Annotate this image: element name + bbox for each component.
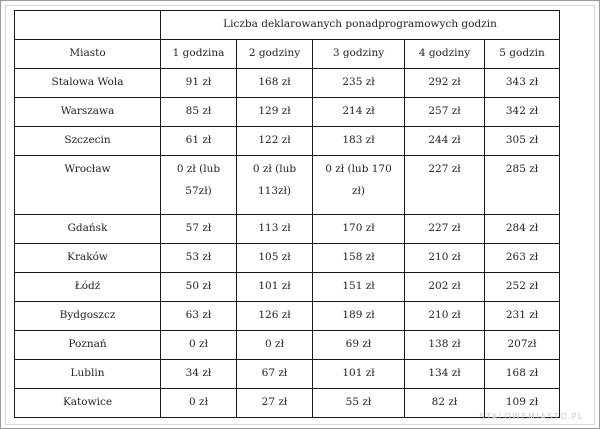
- table-title: Liczba deklarowanych ponadprogramowych g…: [160, 10, 560, 40]
- cell-price-3-hours: 235 zł: [312, 68, 405, 98]
- cell-price-2-hours: 105 zł: [236, 243, 313, 273]
- cell-price-3-hours: 101 zł: [312, 359, 405, 389]
- cell-price-4-hours: 134 zł: [404, 359, 485, 389]
- table-row: Wrocław 0 zł (lub 57zł) 0 zł (lub 113zł) 0 …: [14, 155, 560, 215]
- table-row: Kraków 53 zł 105 zł 158 zł 210 zł 263 zł: [14, 243, 560, 273]
- cell-city: Kraków: [14, 243, 161, 273]
- cell-price-2-hours: 27 zł: [236, 388, 313, 418]
- cell-price-5-hours: 168 zł: [484, 359, 560, 389]
- cell-price-3-hours: 183 zł: [312, 126, 405, 156]
- cell-price-3-hours: 151 zł: [312, 272, 405, 302]
- overtime-price-table: Liczba deklarowanych ponadprogramowych g…: [14, 10, 560, 418]
- table-row: Stalowa Wola 91 zł 168 zł 235 zł 292 zł 343 z…: [14, 68, 560, 98]
- header-4-hours: 4 godziny: [404, 39, 485, 69]
- cell-city: Katowice: [14, 388, 161, 418]
- watermark: STALOWEMIASTO.PL: [479, 412, 584, 421]
- cell-price-1-hour: 0 zł: [160, 388, 237, 418]
- cell-price-1-hour: 34 zł: [160, 359, 237, 389]
- cell-price-5-hours: 109 zł: [484, 388, 560, 418]
- cell-price-3-hours: 158 zł: [312, 243, 405, 273]
- table-title-row: Liczba deklarowanych ponadprogramowych g…: [14, 10, 560, 40]
- table-row: Szczecin 61 zł 122 zł 183 zł 244 zł 305 zł: [14, 126, 560, 156]
- cell-price-5-hours: 285 zł: [484, 155, 560, 215]
- cell-price-5-hours: 343 zł: [484, 68, 560, 98]
- cell-city: Gdańsk: [14, 214, 161, 244]
- cell-price-2-hours: 113 zł: [236, 214, 313, 244]
- image-inner-border: [5, 5, 595, 425]
- cell-price-1-hour: 0 zł: [160, 330, 237, 360]
- table-row: Warszawa 85 zł 129 zł 214 zł 257 zł 342 zł: [14, 97, 560, 127]
- cell-price-4-hours: 82 zł: [404, 388, 485, 418]
- cell-price-4-hours: 257 zł: [404, 97, 485, 127]
- table-row: Poznań 0 zł 0 zł 69 zł 138 zł 207zł: [14, 330, 560, 360]
- cell-price-1-hour: 57 zł: [160, 214, 237, 244]
- cell-city: Stalowa Wola: [14, 68, 161, 98]
- table-row: Łódź 50 zł 101 zł 151 zł 202 zł 252 zł: [14, 272, 560, 302]
- cell-price-3-hours: 170 zł: [312, 214, 405, 244]
- cell-price-4-hours: 227 zł: [404, 155, 485, 215]
- cell-price-1-hour: 0 zł (lub 57zł): [160, 155, 237, 215]
- cell-price-3-hours: 189 zł: [312, 301, 405, 331]
- cell-city: Wrocław: [14, 155, 161, 215]
- table-row: Katowice 0 zł 27 zł 55 zł 82 zł 109 zł: [14, 388, 560, 418]
- cell-city: Szczecin: [14, 126, 161, 156]
- cell-price-5-hours: 252 zł: [484, 272, 560, 302]
- cell-price-2-hours: 129 zł: [236, 97, 313, 127]
- cell-price-3-hours: 0 zł (lub 170 zł): [312, 155, 405, 215]
- cell-price-1-hour: 53 zł: [160, 243, 237, 273]
- cell-price-4-hours: 138 zł: [404, 330, 485, 360]
- cell-price-2-hours: 0 zł: [236, 330, 313, 360]
- table-row: Lublin 34 zł 67 zł 101 zł 134 zł 168 zł: [14, 359, 560, 389]
- cell-price-1-hour: 61 zł: [160, 126, 237, 156]
- cell-city: Łódź: [14, 272, 161, 302]
- cell-price-2-hours: 126 zł: [236, 301, 313, 331]
- cell-price-5-hours: 207zł: [484, 330, 560, 360]
- cell-price-5-hours: 305 zł: [484, 126, 560, 156]
- table-row: Gdańsk 57 zł 113 zł 170 zł 227 zł 284 zł: [14, 214, 560, 244]
- table-header-row: Miasto 1 godzina 2 godziny 3 godziny 4 g…: [14, 39, 560, 69]
- header-2-hours: 2 godziny: [236, 39, 313, 69]
- header-3-hours: 3 godziny: [312, 39, 405, 69]
- cell-price-1-hour: 85 zł: [160, 97, 237, 127]
- cell-price-1-hour: 91 zł: [160, 68, 237, 98]
- cell-city: Poznań: [14, 330, 161, 360]
- cell-price-2-hours: 67 zł: [236, 359, 313, 389]
- cell-price-4-hours: 210 zł: [404, 301, 485, 331]
- cell-price-4-hours: 202 zł: [404, 272, 485, 302]
- cell-city: Bydgoszcz: [14, 301, 161, 331]
- cell-price-4-hours: 292 zł: [404, 68, 485, 98]
- cell-price-5-hours: 284 zł: [484, 214, 560, 244]
- header-1-hour: 1 godzina: [160, 39, 237, 69]
- cell-price-5-hours: 342 zł: [484, 97, 560, 127]
- cell-price-1-hour: 50 zł: [160, 272, 237, 302]
- cell-city: Warszawa: [14, 97, 161, 127]
- cell-price-1-hour: 63 zł: [160, 301, 237, 331]
- cell-price-3-hours: 55 zł: [312, 388, 405, 418]
- cell-price-4-hours: 210 zł: [404, 243, 485, 273]
- cell-price-2-hours: 101 zł: [236, 272, 313, 302]
- cell-price-3-hours: 214 zł: [312, 97, 405, 127]
- cell-price-3-hours: 69 zł: [312, 330, 405, 360]
- cell-price-2-hours: 168 zł: [236, 68, 313, 98]
- header-city: Miasto: [14, 39, 161, 69]
- table-row: Bydgoszcz 63 zł 126 zł 189 zł 210 zł 231 zł: [14, 301, 560, 331]
- header-5-hours: 5 godzin: [484, 39, 560, 69]
- corner-cell: [14, 10, 161, 40]
- cell-price-4-hours: 244 zł: [404, 126, 485, 156]
- cell-price-4-hours: 227 zł: [404, 214, 485, 244]
- cell-price-2-hours: 122 zł: [236, 126, 313, 156]
- cell-city: Lublin: [14, 359, 161, 389]
- cell-price-5-hours: 263 zł: [484, 243, 560, 273]
- cell-price-2-hours: 0 zł (lub 113zł): [236, 155, 313, 215]
- cell-price-5-hours: 231 zł: [484, 301, 560, 331]
